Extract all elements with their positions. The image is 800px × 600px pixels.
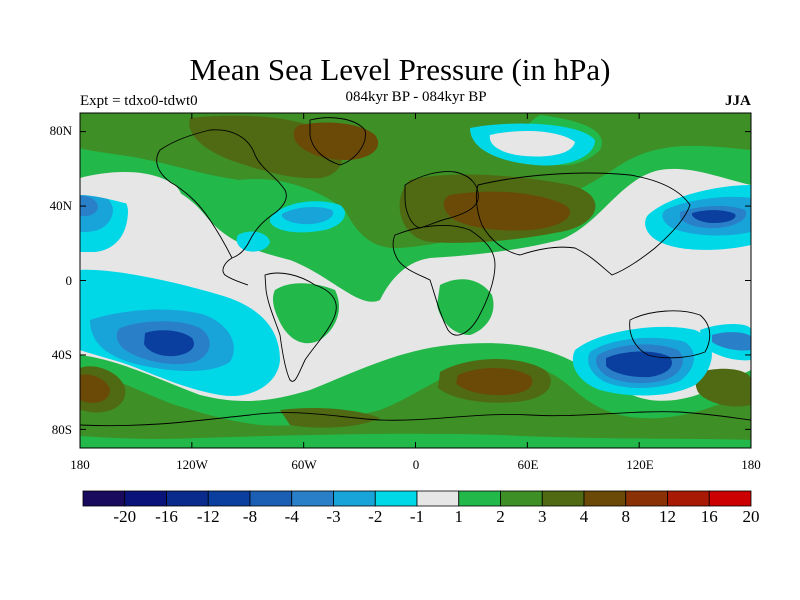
lon-label-60e: 60E bbox=[517, 457, 539, 472]
colorbar-swatch bbox=[333, 490, 376, 507]
colorbar-label: 12 bbox=[659, 507, 676, 526]
map-subtitle: 084kyr BP - 084kyr BP bbox=[345, 89, 487, 105]
colorbar-label: -12 bbox=[196, 507, 220, 526]
colorbar-swatch bbox=[458, 490, 501, 507]
north-atlantic-low-2 bbox=[282, 206, 334, 225]
colorbar-swatch bbox=[249, 490, 293, 507]
coastlines bbox=[80, 117, 751, 427]
lat-label-80s: 80S bbox=[51, 422, 72, 437]
colorbar-label: -20 bbox=[113, 507, 137, 526]
lon-label-180e: 180 bbox=[741, 457, 761, 472]
colorbar-swatch bbox=[708, 490, 752, 507]
southern-belt-2 bbox=[80, 361, 751, 440]
sw-pacific-high-4 bbox=[80, 374, 110, 403]
colorbar-label: 20 bbox=[742, 507, 760, 526]
caribbean-low bbox=[236, 231, 270, 252]
lat-label-80n: 80N bbox=[49, 123, 72, 138]
south-america-positive bbox=[273, 283, 340, 344]
lon-label-0: 0 bbox=[412, 457, 420, 472]
southern-africa-positive bbox=[437, 279, 494, 335]
australia-coast bbox=[629, 310, 711, 359]
lat-label-40n: 40N bbox=[49, 198, 72, 213]
season-label: JJA bbox=[725, 93, 751, 109]
colorbar-swatch bbox=[166, 490, 209, 507]
lon-label-180w: 180 bbox=[70, 457, 90, 472]
greenland-coast bbox=[309, 117, 366, 166]
asia-high-4 bbox=[443, 191, 571, 231]
lon-label-120e: 120E bbox=[626, 457, 654, 472]
colorbar-swatch bbox=[207, 490, 251, 507]
arctic-low-2 bbox=[489, 130, 575, 157]
east-pacific-high-3 bbox=[695, 368, 751, 407]
colorbar-label: 2 bbox=[496, 507, 505, 526]
africa-coast bbox=[392, 225, 496, 336]
colorbar-label: -8 bbox=[242, 507, 258, 526]
experiment-label: Expt = tdxo0-tdwt0 bbox=[80, 93, 198, 109]
colorbar-label: -4 bbox=[284, 507, 299, 526]
antarctica-coast bbox=[80, 411, 751, 427]
colorbar-swatch bbox=[374, 490, 418, 507]
colorbar-swatch bbox=[500, 490, 543, 507]
lon-label-60w: 60W bbox=[291, 457, 317, 472]
colorbar-label: -2 bbox=[368, 507, 383, 526]
colorbar-label: 8 bbox=[621, 507, 631, 526]
axis-ticks bbox=[79, 113, 752, 448]
south-atlantic-high-4 bbox=[456, 367, 533, 396]
colorbar-label: -16 bbox=[155, 507, 178, 526]
south-america-coast bbox=[264, 272, 337, 382]
pressure-field bbox=[80, 113, 751, 448]
north-america-coast bbox=[156, 129, 287, 286]
colorbar-label: 16 bbox=[700, 507, 718, 526]
colorbar-swatch bbox=[583, 490, 627, 507]
lat-label-40s: 40S bbox=[51, 347, 72, 362]
colorbar-label: 3 bbox=[538, 507, 547, 526]
se-indian-low-4 bbox=[606, 351, 672, 378]
australia-east-low-2 bbox=[712, 332, 751, 351]
europe-coast bbox=[404, 171, 479, 229]
colorbar-swatch bbox=[541, 490, 585, 507]
arctic-neutral-2 bbox=[80, 172, 183, 213]
colorbar-swatch bbox=[416, 490, 460, 507]
lat-label-0: 0 bbox=[65, 273, 73, 288]
colorbar-label: 4 bbox=[579, 507, 589, 526]
colorbar-swatch bbox=[124, 490, 167, 507]
greenland-high-4 bbox=[293, 122, 379, 160]
map-title: Mean Sea Level Pressure (in hPa) bbox=[189, 52, 611, 87]
asia-coast bbox=[475, 172, 691, 276]
south-pacific-low-4 bbox=[144, 330, 195, 357]
colorbar-label: -1 bbox=[409, 507, 425, 526]
ne-pacific-low-3 bbox=[80, 195, 98, 217]
north-pacific-low-4 bbox=[692, 210, 736, 223]
colorbar-swatch bbox=[82, 490, 126, 507]
colorbar-label: 1 bbox=[454, 507, 464, 526]
colorbar-swatch bbox=[667, 490, 710, 507]
colorbar-swatch bbox=[625, 490, 668, 507]
colorbar-swatch bbox=[291, 490, 334, 507]
colorbar bbox=[82, 490, 752, 507]
colorbar-label: -3 bbox=[326, 507, 341, 526]
lon-label-120w: 120W bbox=[176, 457, 208, 472]
